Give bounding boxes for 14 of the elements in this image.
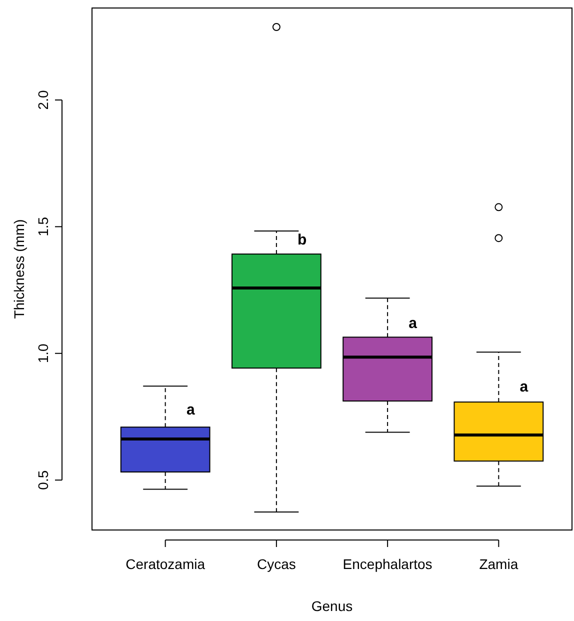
y-tick-label: 2.0 — [35, 90, 51, 110]
y-tick-label: 1.5 — [35, 216, 51, 236]
annotation: a — [408, 315, 418, 332]
y-tick-label: 0.5 — [35, 470, 51, 490]
x-tick-label: Encephalartos — [342, 556, 432, 572]
x-tick-label: Cycas — [256, 556, 296, 572]
annotation: a — [186, 401, 196, 418]
y-axis-title: Thickness (mm) — [11, 219, 27, 319]
x-axis-title: Genus — [311, 598, 353, 614]
annotation: a — [520, 378, 529, 396]
annotation: b — [298, 232, 307, 249]
x-tick-label: Ceratozamia — [126, 556, 206, 572]
x-tick-label: Zamia — [479, 556, 518, 572]
y-tick-label: 1.0 — [35, 343, 51, 364]
